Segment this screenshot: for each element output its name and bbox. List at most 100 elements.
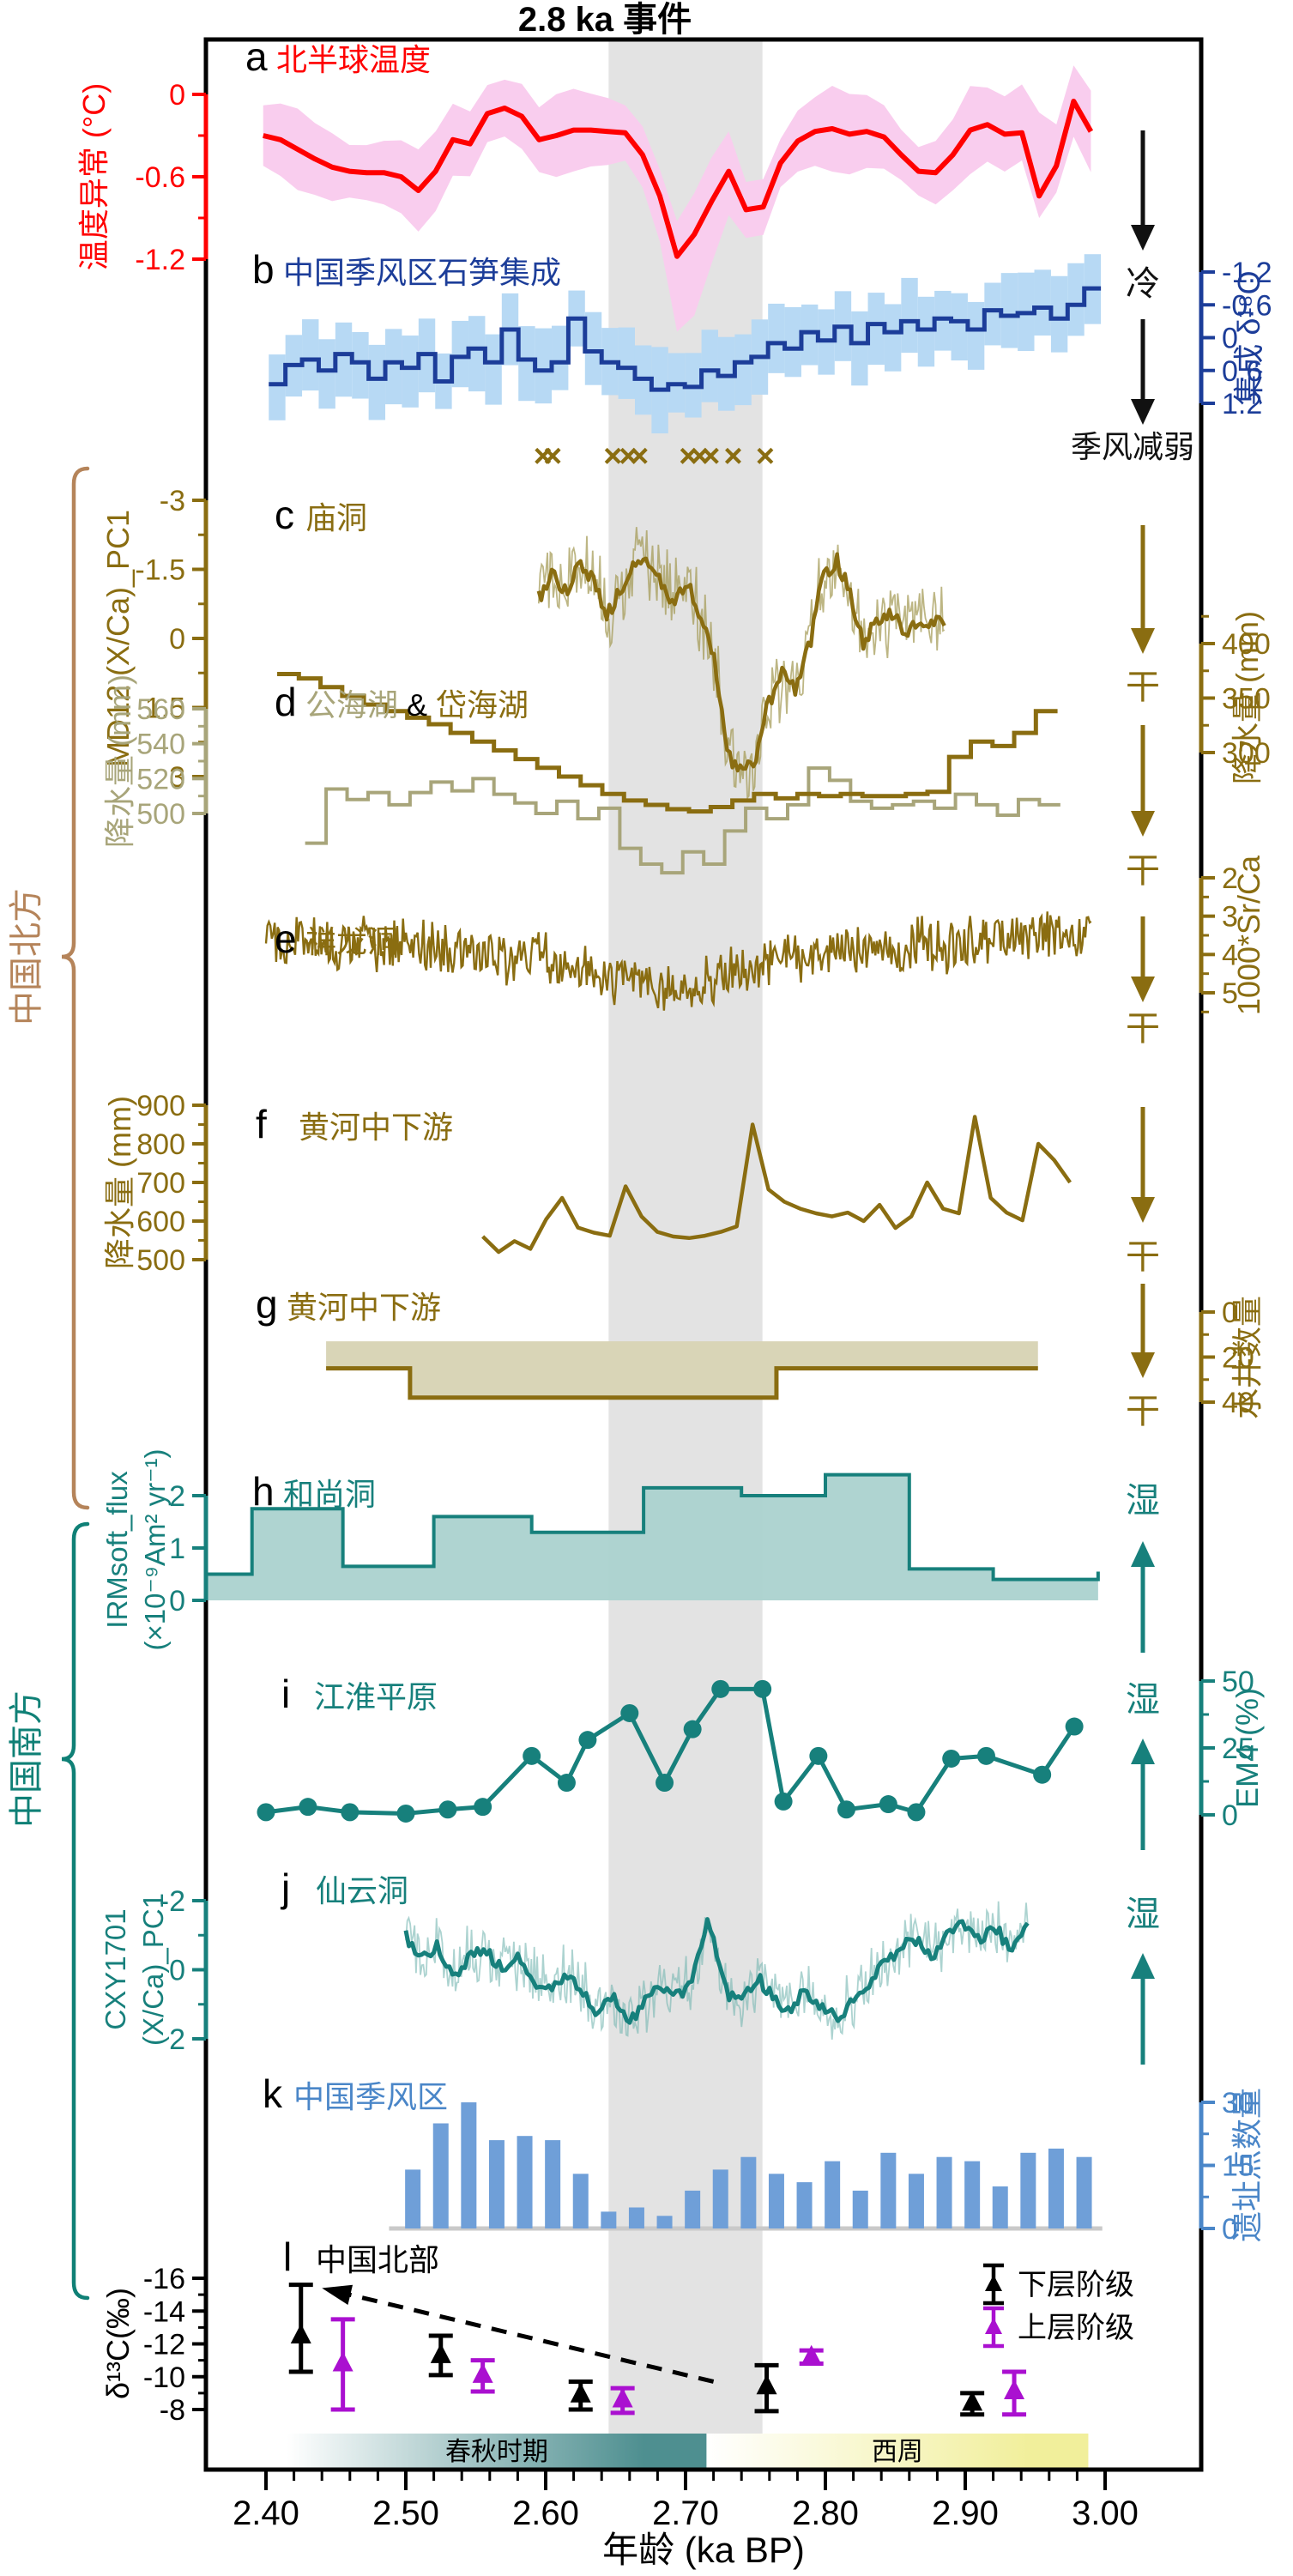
bar [796,2182,813,2228]
x-marker: × [619,438,637,475]
series-band [263,65,1091,332]
data-dot [683,1720,702,1738]
panel-letter: b [252,247,275,292]
step-band-bar [352,331,369,399]
bar [572,2174,589,2228]
annotation-label: 冷 [1126,265,1160,303]
step-band-bar [518,326,535,402]
annotation-label: 干 [1126,668,1160,706]
epoch-label: 西周 [872,2438,923,2466]
bar [1076,2156,1092,2228]
step-band-bar [951,293,968,361]
triangle-marker [472,2362,493,2383]
x-marker: × [756,438,775,475]
bar [656,2216,673,2228]
step-band-bar [335,322,353,397]
panel-b [269,254,1102,434]
bar [880,2152,897,2228]
panel-h [205,1472,1100,1600]
panel-title: 仙云洞 [316,1873,408,1908]
tick-label: 350 [1222,683,1271,716]
data-dot [1065,1717,1084,1736]
step-band-bar [552,325,569,390]
tick-label: 40 [1222,1387,1254,1419]
series-line [481,1115,1072,1255]
axis-title: (×10⁻⁹Am² yr⁻¹) [139,1448,171,1650]
panel-l [288,2283,1027,2417]
tick-label: 20 [1222,1342,1254,1375]
panel-letter: g [256,1282,278,1327]
bar [545,2140,561,2228]
panel-title: 中国北部 [316,2242,439,2277]
data-dot [711,1679,730,1698]
step-band-bar [385,329,402,405]
panel-i [257,1679,1084,1823]
annotation-label: 湿 [1126,1482,1160,1520]
data-dot [942,1749,961,1768]
panel-d [277,672,1060,875]
panel-e [264,911,1092,1011]
panel-title: 公海湖 & 岱海湖 [305,687,529,723]
tick-label: -10 [143,2361,185,2394]
legend-label: 上层阶级 [1018,2312,1134,2344]
tick-label: 540 [136,729,185,761]
x-marker: × [690,438,709,475]
x-tick-label: 2.80 [792,2494,859,2532]
region-brace: 中国南方 [8,1521,90,2301]
tick-label: 15 [1222,2150,1254,2183]
axis-title: 降水量 (mm) [102,674,137,848]
panel-l-chrome: -16-14-12-10-8 δ¹³C(‰) l 中国北部 [100,2234,715,2427]
step-band-bar [269,354,286,420]
panel-title: 黄河中下游 [287,1290,441,1325]
tick-label: 0.6 [1222,355,1262,388]
series-steps [277,672,1058,814]
step-band-bar [318,339,335,409]
axis-title: CXY1701 [100,1908,131,2029]
data-dot [837,1800,855,1819]
panel-letter: h [252,1469,275,1514]
panel-title: 江淮平原 [314,1679,438,1714]
triangle-marker [332,2351,353,2372]
data-dot [753,1679,772,1698]
tick-label: 0 [169,1585,185,1618]
data-dot [578,1731,597,1750]
panel-title: 庙洞 [305,500,367,535]
tick-label: -0.6 [135,161,185,194]
data-dot [976,1746,995,1765]
panel-title: 祥龙洞 [305,924,398,959]
step-band-bar [1067,263,1085,336]
panel-letter: e [275,916,297,961]
step-band-bar [1050,275,1068,353]
triangle-marker [570,2382,591,2403]
panel-title: 黄河中下游 [299,1110,453,1145]
tick-label: 1.2 [1222,388,1262,420]
tick-label: 2 [169,2023,185,2056]
series-line [263,99,1094,259]
annotation-label: 湿 [1126,1681,1160,1719]
tick-label: 300 [1222,737,1271,770]
bar [740,2156,757,2228]
bar [488,2140,505,2228]
axis-title: 遗址点数量 [1230,2088,1265,2242]
x-marker: × [534,438,553,475]
triangle-marker [612,2387,633,2408]
panel-c-chrome: -3 -1.5 0 1.5 3 MD12 (X/Ca)_PC1 c 庙洞干 [100,485,1160,794]
data-dot [396,1804,415,1823]
data-dot [341,1803,360,1822]
annotation-label: 干 [1126,1393,1160,1430]
x-marker: × [630,438,649,475]
tick-label: 1.5 [145,692,185,725]
x-axis: 2.40 2.50 2.60 2.70 2.80 2.90 3.00 [233,2470,1139,2532]
triangle-marker [290,2323,311,2343]
tick-label: 400 [1222,628,1271,661]
tick-label: 2 [169,1480,185,1513]
bar [768,2174,784,2228]
tick-label: -12 [143,2329,185,2361]
step-band-bar [784,306,801,378]
tick-label: 500 [136,798,185,831]
legend-label: 下层阶级 [1018,2269,1134,2301]
axis-title: 降水量 (mm) [1230,611,1265,784]
bar [432,2123,449,2228]
